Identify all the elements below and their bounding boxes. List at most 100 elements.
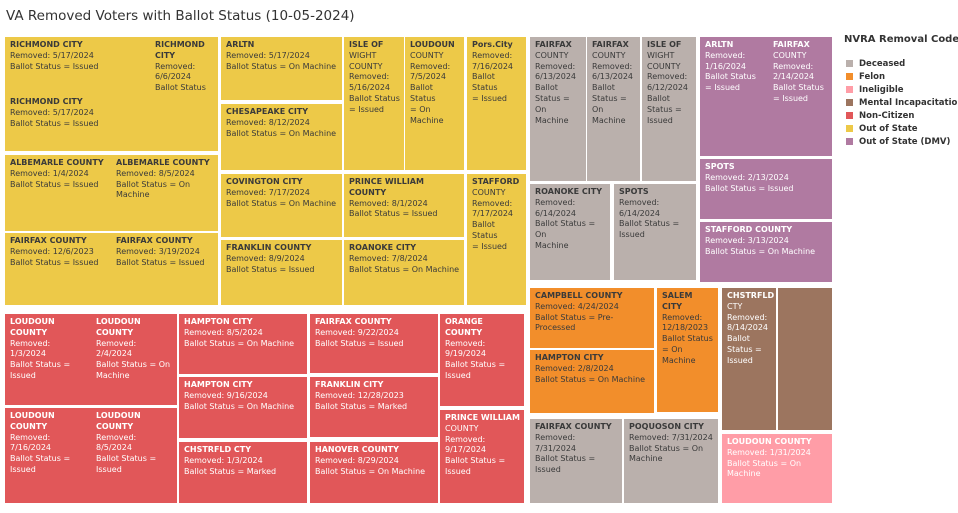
- treemap-tile[interactable]: FRANKLIN COUNTY Removed: 8/9/2024 Ballot S…: [221, 240, 342, 305]
- treemap-tile[interactable]: POQUOSON CITY Removed: 7/31/2024 Ballot St…: [624, 419, 718, 503]
- treemap-tile[interactable]: FAIRFAX COUNTY Removed: 7/31/2024 Ballot S…: [530, 419, 622, 503]
- tile-detail: Ballot Status = On: [535, 219, 596, 240]
- treemap-tile[interactable]: HAMPTON CITY Removed: 2/8/2024 Ballot Stat…: [530, 350, 654, 413]
- tile-detail: 6/12/2024: [647, 83, 689, 93]
- tile-detail: Machine: [410, 115, 444, 125]
- treemap-tile[interactable]: [778, 288, 832, 430]
- tile-detail: Ballot Status = Marked: [315, 401, 408, 411]
- tile-detail: Ballot Status = Issued: [349, 209, 438, 219]
- treemap-tile[interactable]: SPOTS Removed: 2/13/2024 Ballot Status = I…: [700, 159, 832, 219]
- tile-detail: 6/6/2024: [155, 72, 191, 82]
- tile-locality: ALBEMARLE COUNTY: [116, 158, 210, 167]
- treemap-tile[interactable]: HANOVER COUNTY Removed: 8/29/2024 Ballot S…: [310, 442, 438, 503]
- tile-detail: Ballot Status = On Machine: [184, 338, 295, 348]
- treemap-tile[interactable]: HAMPTON CITY Removed: 9/16/2024 Ballot Sta…: [179, 377, 307, 438]
- treemap-tile[interactable]: LOUDOUN COUNTY Removed: 1/3/2024 Ballot St…: [5, 314, 91, 405]
- tile-detail: Removed:: [535, 61, 576, 71]
- tile-detail: Removed: 1/3/2024: [184, 455, 263, 465]
- treemap-tile[interactable]: ISLE OF WIGHT COUNTY Removed: 5/16/2024 Ballo…: [344, 37, 404, 170]
- treemap-tile[interactable]: CHESAPEAKE CITY Removed: 8/12/2024 Ballot …: [221, 104, 342, 170]
- tile-locality: POQUOSON CITY: [629, 422, 704, 431]
- treemap-tile[interactable]: COVINGTON CITY Removed: 7/17/2024 Ballot S…: [221, 174, 342, 237]
- treemap-tile[interactable]: LOUDOUN COUNTY Removed: 7/16/2024 Ballot St…: [5, 408, 91, 503]
- treemap-tile[interactable]: ROANOKE CITY Removed: 6/14/2024 Ballot Stat…: [530, 184, 610, 280]
- legend-item[interactable]: Non-Citizen: [846, 109, 958, 122]
- tile-detail: 7/5/2024: [410, 72, 446, 82]
- legend-item[interactable]: Ineligible: [846, 83, 958, 96]
- tile-detail: Ballot Status = Issued: [10, 179, 99, 189]
- treemap-tile[interactable]: RICHMOND CITY Removed: 5/17/2024 Ballot St…: [5, 94, 218, 151]
- tile-detail: COUNTY: [592, 50, 626, 60]
- treemap-tile[interactable]: RICHMOND CITY Removed: 5/17/2024 Ballot St…: [5, 37, 151, 94]
- treemap-tile[interactable]: ISLE OF WIGHT COUNTY Removed: 6/12/2024 Ballo…: [642, 37, 696, 181]
- tile-detail: Ballot Status =: [96, 454, 157, 464]
- tile-detail: Removed: 1/31/2024: [727, 447, 811, 457]
- tile-detail: Ballot Status: [705, 72, 756, 82]
- treemap-tile[interactable]: STAFFORD COUNTY Removed: 7/17/2024 Ballot St…: [467, 174, 526, 305]
- treemap-tile[interactable]: ARLTN Removed: 1/16/2024 Ballot Status = Iss…: [700, 37, 768, 156]
- tile-detail: Ballot Status =: [619, 219, 680, 229]
- tile-detail: Ballot Status = On: [727, 458, 802, 468]
- tile-locality: ARLTN: [705, 40, 734, 49]
- treemap-tile[interactable]: CHSTRFLD CTY Removed: 8/14/2024 Ballot Status…: [722, 288, 776, 430]
- legend-item[interactable]: Deceased: [846, 57, 958, 70]
- legend-item[interactable]: Felon: [846, 70, 958, 83]
- tile-detail: Issued: [727, 355, 753, 365]
- treemap-tile[interactable]: FAIRFAX COUNTY Removed: 2/14/2024 Ballot Sta…: [768, 37, 832, 156]
- treemap-tile[interactable]: ALBEMARLE COUNTY Removed: 8/5/2024 Ballot …: [111, 155, 218, 231]
- treemap-tile[interactable]: FAIRFAX COUNTY Removed: 6/13/2024 Ballot Stat…: [587, 37, 640, 181]
- tile-detail: 8/14/2024: [727, 323, 769, 333]
- treemap-tile[interactable]: LOUDOUN COUNTY Removed: 1/31/2024 Ballot S…: [722, 434, 832, 503]
- legend-swatch: [846, 125, 853, 132]
- tile-locality: RICHMOND CITY: [10, 97, 83, 106]
- tile-locality: HAMPTON CITY: [535, 353, 604, 362]
- legend-item[interactable]: Out of State (DMV): [846, 135, 958, 148]
- treemap-tile[interactable]: LOUDOUN COUNTY Removed: 8/5/2024 Ballot St…: [91, 408, 177, 503]
- legend-label: Out of State (DMV): [859, 136, 951, 147]
- treemap-tile[interactable]: ALBEMARLE COUNTY Removed: 1/4/2024 Ballot …: [5, 155, 111, 231]
- treemap-tile[interactable]: CHSTRFLD CTY Removed: 1/3/2024 Ballot Stat…: [179, 442, 307, 503]
- treemap-tile[interactable]: LOUDOUN COUNTY Removed: 2/4/2024 Ballot St…: [91, 314, 177, 405]
- tile-locality: SALEM CITY: [662, 291, 693, 311]
- treemap-tile[interactable]: PRINCE WILLIAM COUNTY Removed: 8/1/2024 Ba…: [344, 174, 464, 237]
- treemap-tile[interactable]: PRINCE WILLIAM COUNTY Removed: 9/17/2024 Bal…: [440, 410, 524, 503]
- tile-locality: HANOVER COUNTY: [315, 445, 399, 454]
- treemap-tile[interactable]: STAFFORD COUNTY Removed: 3/13/2024 Ballot …: [700, 222, 832, 282]
- tile-detail: 6/14/2024: [535, 208, 577, 218]
- treemap-tile[interactable]: Pors.City Removed: 7/16/2024 Ballot Status =…: [467, 37, 526, 170]
- tile-detail: 6/14/2024: [619, 208, 661, 218]
- treemap-tile[interactable]: ARLTN Removed: 5/17/2024 Ballot Status = O…: [221, 37, 342, 100]
- tile-detail: 7/16/2024: [472, 61, 514, 71]
- tile-detail: Ballot Status = Issued: [10, 118, 99, 128]
- treemap-tile[interactable]: FAIRFAX COUNTY Removed: 9/22/2024 Ballot S…: [310, 314, 438, 373]
- legend-item[interactable]: Out of State: [846, 122, 958, 135]
- treemap-tile[interactable]: FAIRFAX COUNTY Removed: 6/13/2024 Ballot Stat…: [530, 37, 586, 181]
- treemap-tile[interactable]: FRANKLIN CITY Removed: 12/28/2023 Ballot S…: [310, 377, 438, 437]
- treemap-tile[interactable]: HAMPTON CITY Removed: 8/5/2024 Ballot Stat…: [179, 314, 307, 374]
- tile-detail: Removed: 8/1/2024: [349, 198, 428, 208]
- tile-detail: Ballot Status = On: [96, 360, 171, 370]
- treemap-tile[interactable]: FAIRFAX COUNTY Removed: 12/6/2023 Ballot S…: [5, 233, 111, 305]
- treemap-tile[interactable]: FAIRFAX COUNTY Removed: 3/19/2024 Ballot S…: [111, 233, 218, 305]
- tile-detail: Issued: [445, 370, 471, 380]
- tile-detail: Removed:: [592, 61, 633, 71]
- legend-item[interactable]: Mental Incapacitation: [846, 96, 958, 109]
- treemap-tile[interactable]: RICHMOND CITY Removed: 6/6/2024 Ballot Stat…: [150, 37, 218, 94]
- tile-detail: 7/17/2024: [472, 209, 514, 219]
- treemap-tile[interactable]: ORANGE COUNTY Removed: 9/19/2024 Ballot Sta…: [440, 314, 524, 406]
- tile-locality: LOUDOUN: [410, 40, 455, 49]
- treemap-tile[interactable]: SALEM CITY Removed: 12/18/2023 Ballot Statu…: [657, 288, 718, 412]
- legend-swatch: [846, 138, 853, 145]
- tile-locality: ORANGE COUNTY: [445, 317, 483, 337]
- tile-detail: = Issued: [349, 104, 385, 114]
- tile-detail: Removed: 7/8/2024: [349, 253, 428, 263]
- tile-detail: Status = On: [592, 93, 627, 114]
- tile-locality: Pors.City: [472, 40, 513, 49]
- treemap-tile[interactable]: ROANOKE CITY Removed: 7/8/2024 Ballot Stat…: [344, 240, 464, 305]
- treemap-tile[interactable]: CAMPBELL COUNTY Removed: 4/24/2024 Ballot …: [530, 288, 654, 348]
- treemap-tile[interactable]: LOUDOUN COUNTY Removed: 7/5/2024 Ballot Stat…: [405, 37, 464, 170]
- tile-detail: Removed: 8/5/2024: [96, 432, 137, 453]
- treemap-tile[interactable]: SPOTS Removed: 6/14/2024 Ballot Status = Iss…: [614, 184, 696, 280]
- tile-detail: = Issued: [472, 241, 508, 251]
- tile-detail: Issued: [10, 464, 36, 474]
